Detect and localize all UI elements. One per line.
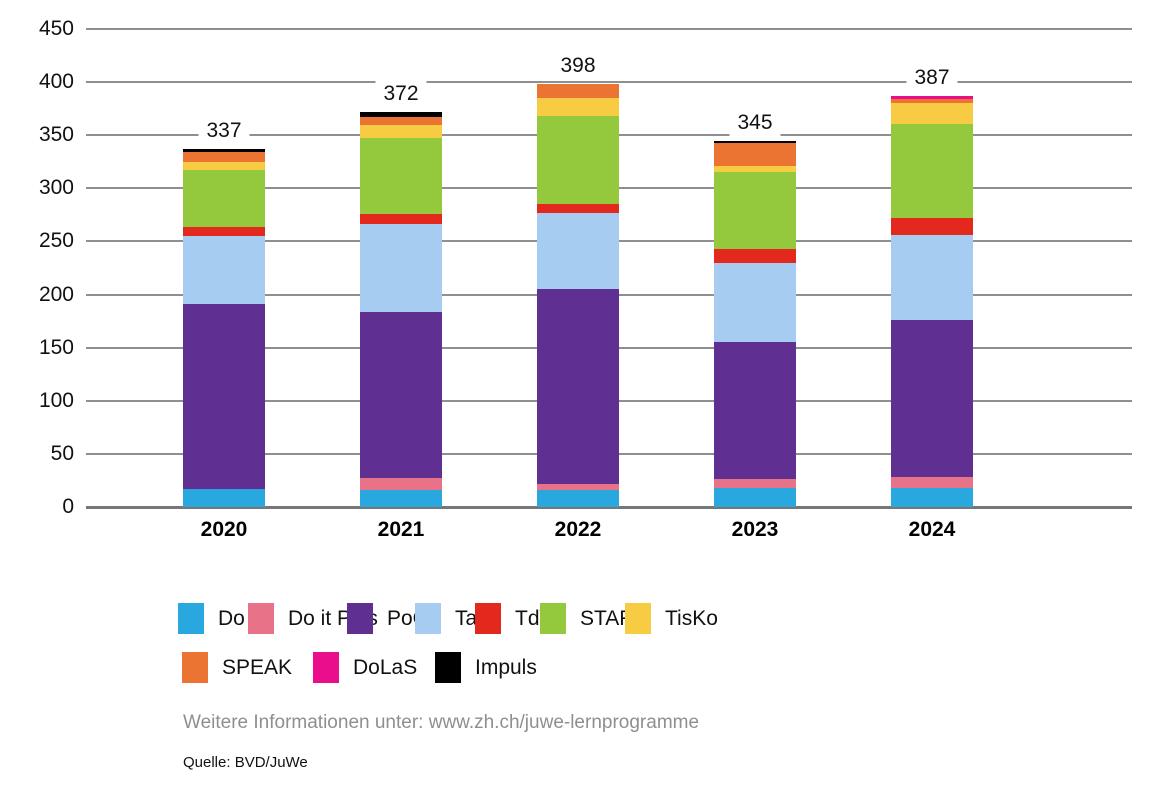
bar-segment-tav-2023 (714, 262, 796, 343)
bar-segment-speak-2024 (891, 99, 973, 104)
bar-segment-start-2024 (891, 123, 973, 219)
bar-total-label-2022: 398 (552, 53, 604, 80)
legend-swatch-pog (347, 603, 373, 634)
x-axis-label-2023: 2023 (731, 518, 779, 541)
bar-total-label-2024: 387 (906, 64, 958, 91)
y-tick-label: 100 (38, 388, 74, 412)
bar-segment-speak-2022 (537, 84, 619, 99)
bar-segment-do-it-plus-2021 (360, 478, 442, 490)
y-tick-label: 50 (50, 441, 74, 465)
bar-segment-pog-2023 (714, 342, 796, 480)
legend-swatch-start (540, 603, 566, 634)
bar-segment-do-it-2021 (360, 490, 442, 507)
legend-label-tisko: TisKo (665, 606, 718, 630)
legend-label-dolas: DoLaS (353, 655, 418, 679)
bar-total-label-2020: 337 (198, 118, 250, 145)
bar-segment-start-2022 (537, 116, 619, 205)
legend-swatch-do-it (178, 603, 204, 634)
footer-source-text: Quelle: BVD/JuWe (183, 754, 308, 771)
legend-item-impuls: Impuls (435, 652, 537, 683)
bar-segment-tisko-2022 (537, 98, 619, 117)
bar-segment-pog-2022 (537, 289, 619, 484)
y-tick-label: 300 (38, 176, 74, 200)
x-axis-label-2020: 2020 (200, 518, 248, 541)
bar-segment-tav-2021 (360, 224, 442, 312)
bar-segment-tdv-2022 (537, 204, 619, 213)
bar-segment-dolas-2024 (891, 95, 973, 100)
bar-segment-speak-2023 (714, 142, 796, 167)
y-tick-label: 150 (38, 335, 74, 359)
x-axis-label-2021: 2021 (377, 518, 425, 541)
bar-segment-do-it-2020 (183, 488, 265, 507)
legend-label-speak: SPEAK (222, 655, 293, 679)
gridline-450 (86, 28, 1132, 30)
bar-segment-impuls-2021 (360, 111, 442, 118)
bar-segment-tisko-2023 (714, 166, 796, 173)
y-tick-label: 200 (38, 282, 74, 306)
bar-segment-do-it-plus-2022 (537, 483, 619, 490)
legend-swatch-tisko (625, 603, 651, 634)
legend-swatch-tdv (475, 603, 501, 634)
bar-segment-speak-2020 (183, 152, 265, 162)
legend-swatch-speak (182, 652, 208, 683)
bar-segment-tav-2022 (537, 212, 619, 290)
bar-segment-tdv-2024 (891, 218, 973, 236)
bar-segment-tdv-2021 (360, 213, 442, 225)
bar-segment-start-2020 (183, 170, 265, 227)
bar-segment-do-it-2023 (714, 487, 796, 507)
bar-segment-tav-2020 (183, 236, 265, 305)
bar-segment-tisko-2021 (360, 124, 442, 139)
legend-label-impuls: Impuls (475, 655, 537, 679)
legend-swatch-tav (415, 603, 441, 634)
y-tick-label: 400 (38, 70, 74, 94)
bar-segment-do-it-2024 (891, 487, 973, 507)
bar-segment-pog-2020 (183, 304, 265, 489)
bar-segment-pog-2021 (360, 311, 442, 479)
gridline-400 (86, 81, 1132, 84)
legend-swatch-impuls (435, 652, 461, 683)
bar-segment-impuls-2023 (714, 140, 796, 143)
bar-segment-start-2021 (360, 138, 442, 214)
bar-segment-tisko-2020 (183, 161, 265, 171)
y-tick-label: 350 (38, 123, 74, 147)
legend-swatch-dolas (313, 652, 339, 683)
bar-segment-tdv-2023 (714, 248, 796, 263)
bar-segment-pog-2024 (891, 320, 973, 478)
footer-info-text: Weitere Informationen unter: www.zh.ch/j… (183, 712, 700, 733)
bar-segment-speak-2021 (360, 117, 442, 125)
legend-item-speak: SPEAK (182, 652, 292, 683)
y-tick-label: 0 (62, 495, 74, 518)
bar-segment-do-it-plus-2023 (714, 479, 796, 488)
bar-total-label-2023: 345 (729, 109, 781, 136)
bar-segment-start-2023 (714, 172, 796, 249)
y-tick-label: 450 (38, 17, 74, 40)
legend-item-dolas: DoLaS (313, 652, 417, 683)
bar-segment-do-it-2022 (537, 490, 619, 507)
bar-segment-do-it-plus-2024 (891, 477, 973, 488)
gridline-0 (86, 506, 1132, 509)
bar-segment-tdv-2020 (183, 226, 265, 237)
bar-segment-tav-2024 (891, 235, 973, 321)
legend-item-tisko: TisKo (625, 603, 718, 634)
bar-total-label-2021: 372 (375, 80, 427, 107)
y-tick-label: 250 (38, 229, 74, 253)
bar-segment-impuls-2020 (183, 149, 265, 153)
legend-swatch-do-it-plus (248, 603, 274, 634)
x-axis-label-2022: 2022 (554, 518, 602, 541)
bar-segment-tisko-2024 (891, 103, 973, 124)
x-axis-label-2024: 2024 (908, 518, 956, 541)
